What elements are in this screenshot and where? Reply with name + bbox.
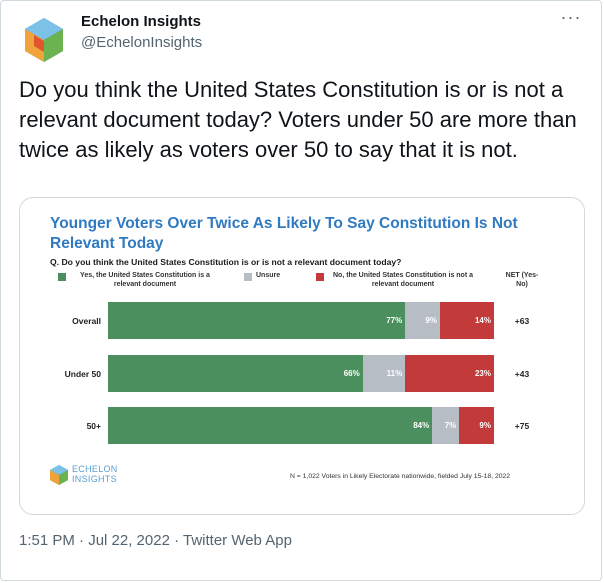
bar-segment: [439, 302, 494, 339]
bar-value-label: 14%: [474, 316, 491, 325]
legend-unsure: Unsure: [256, 272, 281, 279]
bar-segment: [108, 355, 363, 392]
legend-no: No, the United States Constitution is no…: [333, 272, 473, 288]
legend-swatch-no: [316, 273, 324, 281]
bar-value-label: 84%: [413, 421, 430, 430]
net-value: +43: [514, 369, 530, 379]
echelon-logo-icon: [50, 465, 68, 485]
bar-value-label: 23%: [474, 369, 491, 378]
tweet-text: Do you think the United States Constitut…: [19, 77, 577, 162]
bar-value-label: 9%: [479, 421, 491, 430]
author-handle[interactable]: @EchelonInsights: [81, 34, 203, 51]
tweet-timestamp[interactable]: 1:51 PM · Jul 22, 2022 · Twitter Web App: [19, 532, 292, 549]
bar-value-label: 7%: [444, 421, 457, 430]
bar-segment: [459, 407, 494, 444]
chart-image[interactable]: Younger Voters Over Twice As Likely To S…: [19, 197, 585, 515]
bar-segment: [108, 407, 433, 444]
bar-value-label: 9%: [425, 316, 437, 325]
bar-segment: [432, 407, 460, 444]
author-name[interactable]: Echelon Insights: [81, 13, 202, 30]
chart-question: Q. Do you think the United States Consti…: [50, 257, 402, 267]
bar-segment: [362, 355, 406, 392]
net-value: +75: [514, 421, 530, 431]
chart-footnote: N = 1,022 Voters in Likely Electorate na…: [290, 473, 511, 480]
bar-segment: [405, 302, 440, 339]
logo-text: ECHELON INSIGHTS: [72, 464, 118, 484]
legend-yes: Yes, the United States Constitution is a…: [80, 272, 210, 288]
bar-segment: [405, 355, 494, 392]
avatar[interactable]: [19, 15, 69, 65]
row-label: Under 50: [64, 369, 101, 379]
net-value: +63: [514, 316, 530, 326]
row-label: Overall: [72, 316, 101, 326]
logo-line2: INSIGHTS: [72, 474, 117, 484]
row-label: 50+: [86, 421, 101, 431]
legend-swatch-unsure: [244, 273, 252, 281]
bar-value-label: 66%: [343, 369, 360, 378]
bar-segment: [108, 302, 406, 339]
legend-swatch-yes: [58, 273, 66, 281]
more-options-icon[interactable]: ···: [560, 7, 582, 27]
bar-value-label: 77%: [386, 316, 403, 325]
bar-value-label: 11%: [386, 369, 403, 378]
net-header: NET (Yes-No): [505, 272, 539, 288]
logo-line1: ECHELON: [72, 464, 118, 474]
chart-title: Younger Voters Over Twice As Likely To S…: [50, 215, 518, 252]
